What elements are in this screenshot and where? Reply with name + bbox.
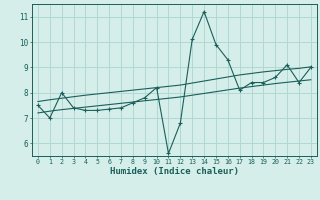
X-axis label: Humidex (Indice chaleur): Humidex (Indice chaleur)	[110, 167, 239, 176]
